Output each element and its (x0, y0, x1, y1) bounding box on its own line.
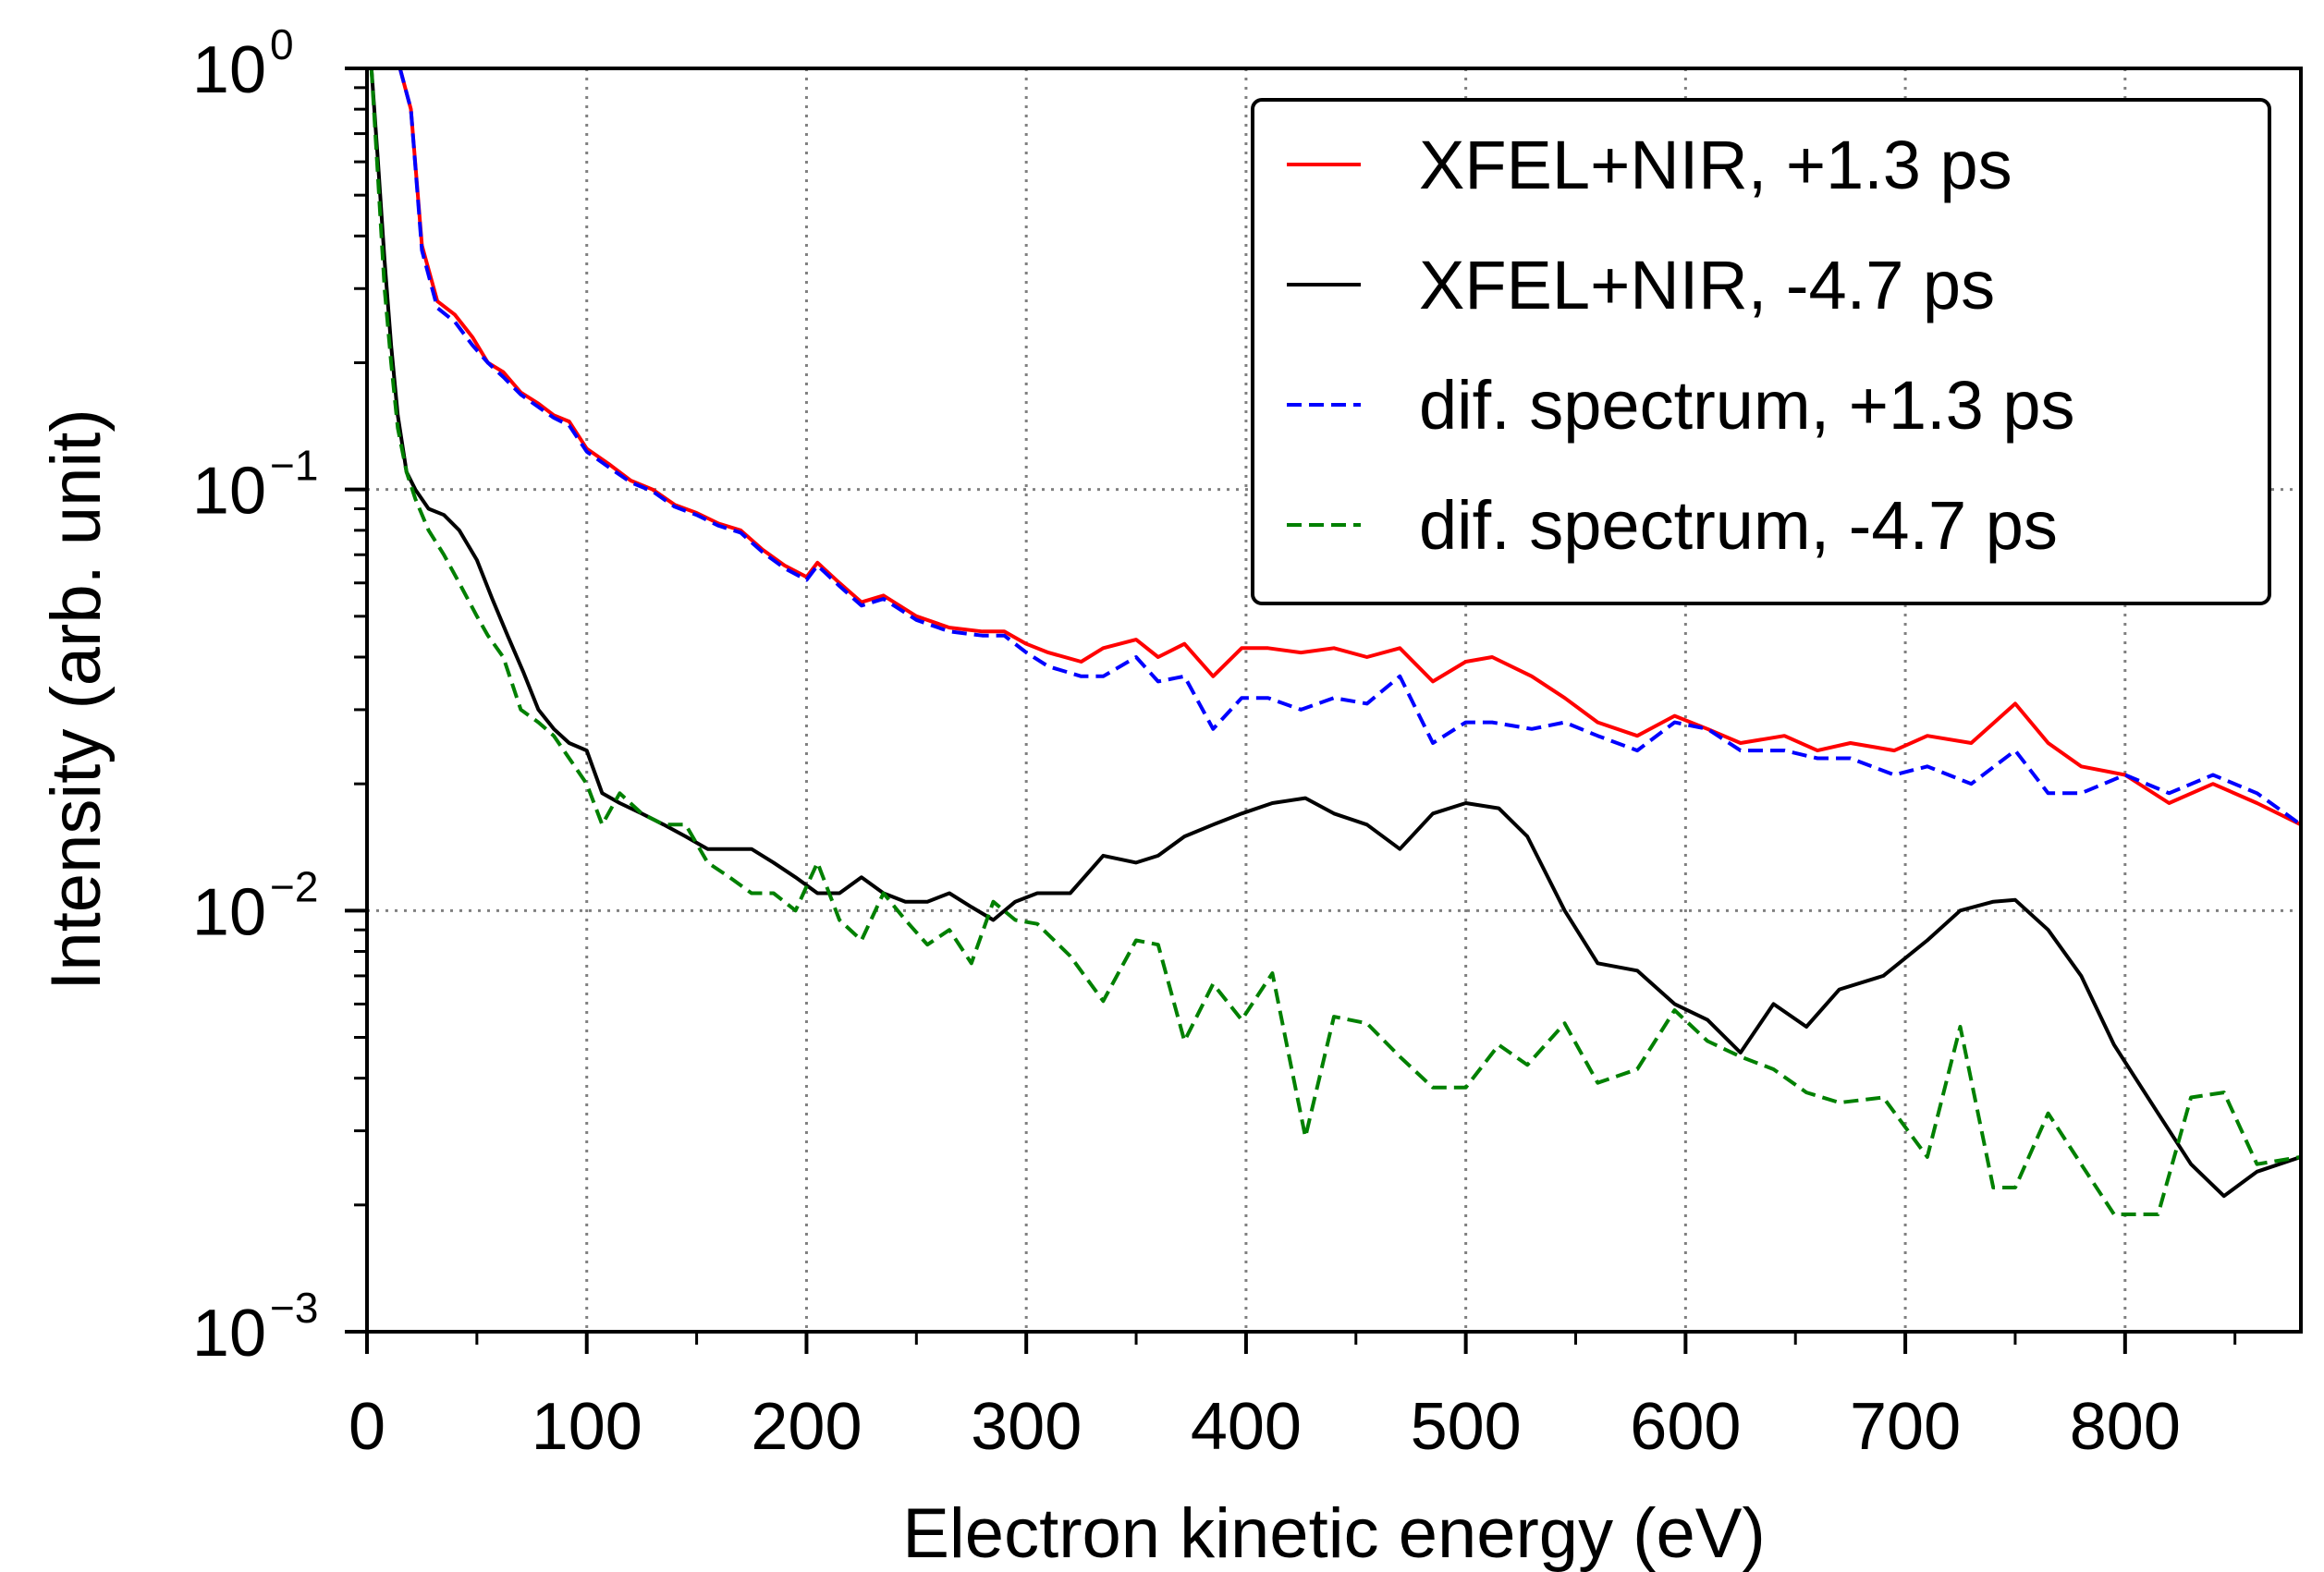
plot-area (369, 68, 2301, 1216)
y-tick-label-exponent: −2 (270, 862, 318, 910)
y-tick-label-base: 10 (192, 875, 266, 949)
y-tick-label-exponent: −3 (270, 1284, 318, 1332)
x-axis-title: Electron kinetic energy (eV) (902, 1494, 1766, 1572)
x-tick-label: 600 (1630, 1390, 1741, 1464)
y-tick-label-base: 10 (192, 33, 266, 107)
series-line (398, 68, 2301, 826)
y-tick-label-base: 10 (192, 455, 266, 529)
legend: XFEL+NIR, +1.3 ps XFEL+NIR, -4.7 ps dif. s… (1251, 98, 2271, 605)
y-tick-label-base: 10 (192, 1297, 266, 1371)
legend-box (1251, 98, 2271, 605)
x-tick-labels: 0 100 200 300 400 500 600 700 800 (349, 1390, 2181, 1464)
plot-frame (365, 67, 2303, 1334)
x-tick-label: 400 (1191, 1390, 1302, 1464)
x-tick-label: 0 (349, 1390, 385, 1464)
series-line (369, 68, 2301, 1199)
x-tick-label: 300 (971, 1390, 1082, 1464)
x-tick-label: 200 (751, 1390, 862, 1464)
legend-label: dif. spectrum, +1.3 ps (1419, 367, 2075, 444)
x-tick-label: 500 (1411, 1390, 1522, 1464)
series-line (369, 68, 2301, 1216)
legend-label: dif. spectrum, -4.7 ps (1419, 487, 2058, 564)
x-tick-label: 100 (532, 1390, 642, 1464)
y-tick-label-exponent: 0 (270, 20, 294, 68)
legend-label: XFEL+NIR, +1.3 ps (1419, 127, 2012, 203)
x-tick-label: 700 (1850, 1390, 1961, 1464)
axis-ticks (345, 67, 2237, 1354)
legend-label: XFEL+NIR, -4.7 ps (1419, 247, 1995, 323)
x-tick-label: 800 (2070, 1390, 2181, 1464)
y-axis-title: Intensity (arb. unit) (37, 408, 116, 990)
y-tick-label-exponent: −1 (270, 442, 318, 490)
series-line (377, 68, 2301, 827)
